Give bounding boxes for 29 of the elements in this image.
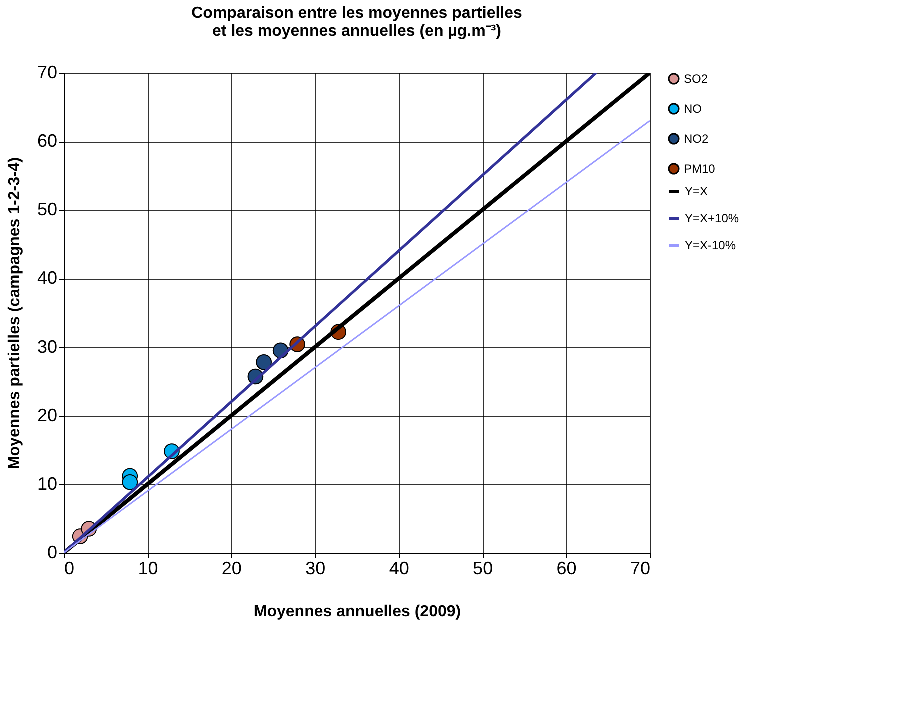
x-tick-label: 10 xyxy=(138,558,158,578)
y-tick-label: 30 xyxy=(37,336,58,357)
legend-label: PM10 xyxy=(684,162,716,176)
x-tick-label: 20 xyxy=(222,558,242,578)
legend-label: Y=X xyxy=(685,184,708,198)
legend-label: Y=X+10% xyxy=(685,212,740,226)
x-tick-label: 0 xyxy=(64,558,75,578)
y-tick-label: 20 xyxy=(37,405,58,426)
x-tick-label: 40 xyxy=(389,558,410,578)
x-tick-label: 50 xyxy=(473,558,494,578)
legend-label: NO xyxy=(684,102,702,116)
y-tick-label: 60 xyxy=(37,131,58,152)
y-tick-label: 0 xyxy=(47,542,58,562)
legend-label: NO2 xyxy=(684,132,709,146)
text: et les moyennes annuelles (en µg.m⁻³) xyxy=(212,23,502,40)
x-tick-label: 30 xyxy=(306,558,326,578)
x-tick-label: 70 xyxy=(630,558,650,578)
y-axis-title: Moyennes partielles (campagnes 1-2-3-4) xyxy=(6,157,24,470)
text: Comparaison entre les moyennes partielles xyxy=(192,5,522,22)
y-tick-label: 70 xyxy=(37,62,58,82)
y-tick-label: 40 xyxy=(37,268,58,288)
x-tick-label: 60 xyxy=(556,558,577,578)
legend-label: SO2 xyxy=(684,72,708,86)
y-tick-label: 50 xyxy=(37,200,58,220)
y-tick-label: 10 xyxy=(37,474,58,494)
point xyxy=(256,354,272,370)
point xyxy=(122,474,138,490)
legend-label: Y=X-10% xyxy=(685,238,736,252)
x-axis-title: Moyennes annuelles (2009) xyxy=(254,604,462,620)
